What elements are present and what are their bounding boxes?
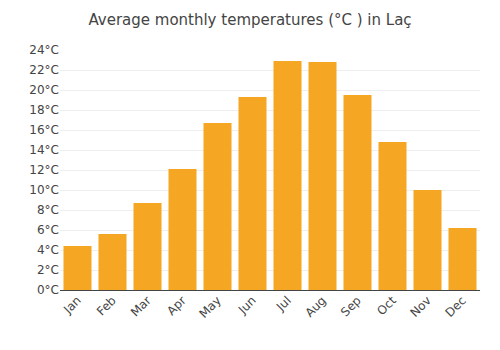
svg-text:Feb: Feb — [94, 293, 119, 318]
svg-text:22°C: 22°C — [29, 63, 59, 77]
svg-text:Average monthly temperatures (: Average monthly temperatures (°C ) in La… — [88, 11, 411, 29]
svg-text:18°C: 18°C — [29, 103, 59, 117]
svg-text:6°C: 6°C — [37, 223, 59, 237]
svg-text:May: May — [196, 293, 223, 320]
svg-text:Jan: Jan — [60, 293, 84, 317]
svg-text:Aug: Aug — [302, 293, 328, 319]
svg-text:14°C: 14°C — [29, 143, 59, 157]
svg-text:12°C: 12°C — [29, 163, 59, 177]
svg-text:Sep: Sep — [338, 293, 364, 319]
svg-text:Apr: Apr — [164, 293, 189, 318]
svg-text:20°C: 20°C — [29, 83, 59, 97]
svg-text:10°C: 10°C — [29, 183, 59, 197]
svg-text:16°C: 16°C — [29, 123, 59, 137]
svg-text:Jul: Jul — [273, 293, 294, 314]
svg-text:24°C: 24°C — [29, 43, 59, 57]
svg-text:8°C: 8°C — [37, 203, 59, 217]
svg-text:Oct: Oct — [374, 293, 399, 318]
svg-text:Mar: Mar — [128, 293, 154, 319]
svg-text:Nov: Nov — [407, 293, 433, 319]
svg-text:Jun: Jun — [235, 293, 259, 317]
svg-text:4°C: 4°C — [37, 243, 59, 257]
svg-text:Dec: Dec — [443, 293, 469, 319]
svg-text:2°C: 2°C — [37, 263, 59, 277]
svg-text:0°C: 0°C — [37, 283, 59, 297]
